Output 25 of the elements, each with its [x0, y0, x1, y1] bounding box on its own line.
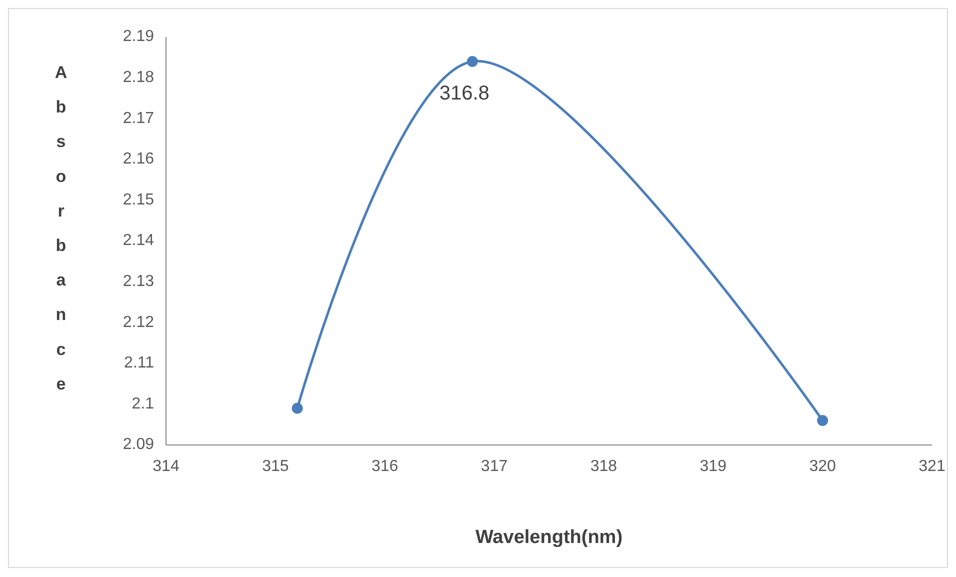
annotation: 316.8 — [439, 82, 490, 104]
x-tick-label: 321 — [918, 458, 946, 475]
y-tick-label: 2.11 — [124, 354, 154, 372]
x-tick-label: 318 — [590, 458, 618, 475]
x-tick-label: 314 — [152, 458, 180, 475]
y-tick-label: 2.17 — [122, 110, 154, 127]
point — [817, 415, 828, 426]
x-tick-label: 316 — [372, 458, 398, 475]
y-tick-label: 2.12 — [122, 314, 154, 331]
point — [466, 56, 478, 67]
x-tick-label: 315 — [262, 458, 289, 475]
y-tick-label: 2.18 — [122, 69, 154, 86]
y-tick-label: 2.1 — [132, 395, 154, 412]
y-tick-label: 2.14 — [122, 232, 154, 250]
text: Absorbance — [54, 63, 68, 394]
y-tick-label: 2.13 — [122, 273, 154, 290]
y-tick-label: 2.16 — [122, 150, 154, 168]
y-tick-label: 2.09 — [122, 436, 154, 454]
x-tick-label: 319 — [700, 458, 727, 475]
y-tick-label: 2.15 — [122, 191, 154, 208]
x-tick-label: 320 — [809, 458, 836, 475]
x-axis-title: Wavelength(nm) — [475, 527, 623, 548]
y-tick-label: 2.19 — [122, 28, 154, 46]
point — [292, 402, 303, 414]
x-tick-label: 317 — [480, 458, 508, 475]
